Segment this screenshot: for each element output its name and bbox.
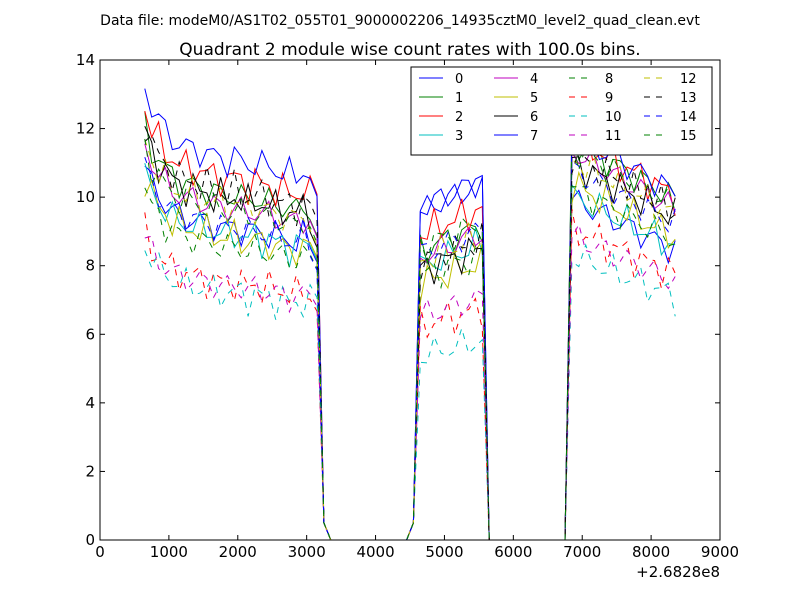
x-tick-label: 2000 xyxy=(219,543,257,561)
x-tick-label: 7000 xyxy=(563,543,601,561)
series-line-5 xyxy=(144,170,676,541)
chart-title: Quadrant 2 module wise count rates with … xyxy=(179,40,640,60)
y-tick-label: 12 xyxy=(76,120,95,138)
series-layer xyxy=(144,88,676,541)
legend-label-0: 0 xyxy=(455,72,463,87)
series-line-8 xyxy=(144,186,676,541)
legend-box xyxy=(410,66,713,156)
series-line-6 xyxy=(144,125,676,541)
x-tick-label: 5000 xyxy=(425,543,463,561)
legend-label-12: 12 xyxy=(680,72,697,87)
series-line-14 xyxy=(144,157,676,541)
legend-label-7: 7 xyxy=(530,129,538,144)
x-offset-label: +2.6828e8 xyxy=(636,563,720,581)
series-line-7 xyxy=(144,88,676,541)
x-tick-label: 0 xyxy=(95,543,105,561)
y-tick-label: 0 xyxy=(85,531,95,549)
legend-label-15: 15 xyxy=(680,129,697,144)
series-line-2 xyxy=(144,110,676,541)
y-tick-label: 4 xyxy=(85,394,95,412)
y-tick-label: 14 xyxy=(76,51,95,69)
legend-label-10: 10 xyxy=(605,110,622,125)
axes-layer: 0 1000 2000 3000 4000 5000 6000 7000 8000 9000 0 2 4… xyxy=(76,51,739,561)
y-tick-label: 10 xyxy=(76,188,95,206)
legend-label-6: 6 xyxy=(530,110,538,125)
legend-label-8: 8 xyxy=(605,72,613,87)
series-line-15 xyxy=(144,138,676,541)
x-tick-label: 1000 xyxy=(150,543,188,561)
legend-label-1: 1 xyxy=(455,91,463,106)
series-line-1 xyxy=(144,111,676,541)
series-line-0 xyxy=(144,165,676,541)
legend-label-4: 4 xyxy=(530,72,538,87)
x-tick-label: 8000 xyxy=(632,543,670,561)
legend-label-11: 11 xyxy=(605,129,622,144)
legend-label-2: 2 xyxy=(455,110,463,125)
series-line-13 xyxy=(144,134,676,541)
legend-label-3: 3 xyxy=(455,129,463,144)
series-line-3 xyxy=(144,163,676,541)
legend-label-13: 13 xyxy=(680,91,697,106)
chart-suptitle: Data file: modeM0/AS1T02_055T01_90000022… xyxy=(100,13,700,29)
x-tick-label: 6000 xyxy=(494,543,532,561)
plot-frame xyxy=(99,59,721,541)
legend-label-9: 9 xyxy=(605,91,613,106)
y-tick-label: 6 xyxy=(85,325,95,343)
series-line-9 xyxy=(144,209,676,541)
y-tick-label: 2 xyxy=(85,462,95,480)
series-line-11 xyxy=(144,222,676,541)
series-line-10 xyxy=(144,243,676,541)
legend-label-5: 5 xyxy=(530,91,538,106)
series-line-12 xyxy=(144,139,676,541)
x-tick-label: 9000 xyxy=(701,543,739,561)
legend-label-14: 14 xyxy=(680,110,697,125)
y-tick-label: 8 xyxy=(85,257,95,275)
x-tick-label: 3000 xyxy=(288,543,326,561)
x-tick-label: 4000 xyxy=(356,543,394,561)
